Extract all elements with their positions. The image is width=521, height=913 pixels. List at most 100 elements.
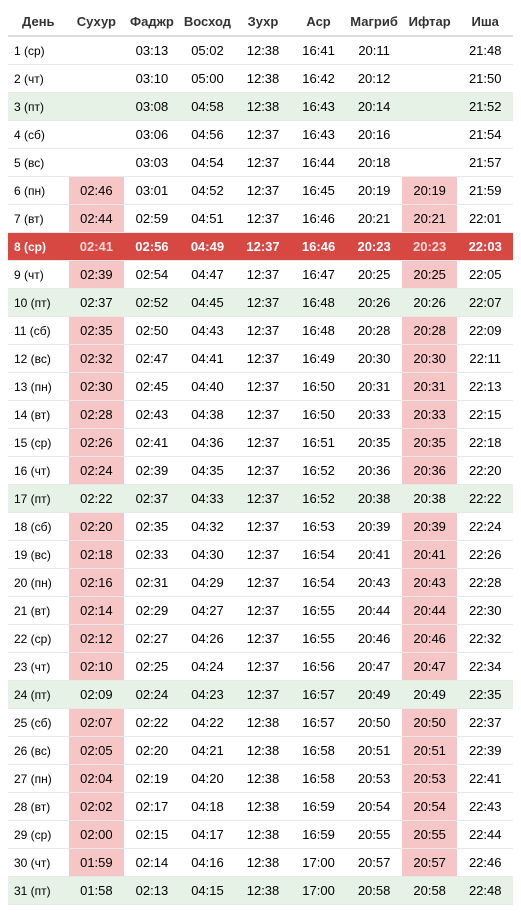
cell-day: 20 (пн) [8, 569, 69, 597]
cell-maghrib: 20:39 [346, 513, 402, 541]
cell-dhuhr: 12:37 [235, 569, 291, 597]
header-row: День Сухур Фаджр Восход Зухр Аср Магриб … [8, 8, 513, 36]
cell-dhuhr: 12:37 [235, 429, 291, 457]
cell-suhur [69, 149, 125, 177]
cell-fajr: 02:27 [124, 625, 180, 653]
cell-sunrise: 04:49 [180, 233, 236, 261]
cell-fajr: 02:20 [124, 737, 180, 765]
cell-maghrib: 20:55 [346, 821, 402, 849]
cell-day: 15 (ср) [8, 429, 69, 457]
cell-iftar: 20:49 [402, 681, 458, 709]
cell-iftar: 20:55 [402, 821, 458, 849]
cell-isha: 22:41 [457, 765, 513, 793]
cell-asr: 16:42 [291, 65, 347, 93]
cell-sunrise: 04:45 [180, 289, 236, 317]
cell-maghrib: 20:58 [346, 877, 402, 905]
table-row: 23 (чт)02:1002:2504:2412:3716:5620:4720:… [8, 653, 513, 681]
cell-fajr: 02:31 [124, 569, 180, 597]
cell-dhuhr: 12:38 [235, 93, 291, 121]
cell-iftar: 20:35 [402, 429, 458, 457]
cell-iftar [402, 149, 458, 177]
cell-dhuhr: 12:37 [235, 401, 291, 429]
cell-day: 23 (чт) [8, 653, 69, 681]
cell-asr: 16:58 [291, 765, 347, 793]
cell-sunrise: 04:24 [180, 653, 236, 681]
cell-maghrib: 20:38 [346, 485, 402, 513]
table-row: 26 (вс)02:0502:2004:2112:3816:5820:5120:… [8, 737, 513, 765]
table-row: 8 (ср)02:4102:5604:4912:3716:4620:2320:2… [8, 233, 513, 261]
table-row: 25 (сб)02:0702:2204:2212:3816:5720:5020:… [8, 709, 513, 737]
table-row: 7 (вт)02:4402:5904:5112:3716:4620:2120:2… [8, 205, 513, 233]
table-row: 4 (сб)03:0604:5612:3716:4320:1621:54 [8, 121, 513, 149]
cell-maghrib: 20:26 [346, 289, 402, 317]
cell-isha: 22:48 [457, 877, 513, 905]
col-iftar: Ифтар [402, 8, 458, 36]
cell-isha: 22:13 [457, 373, 513, 401]
cell-iftar: 20:36 [402, 457, 458, 485]
cell-iftar: 20:43 [402, 569, 458, 597]
cell-asr: 16:55 [291, 625, 347, 653]
col-asr: Аср [291, 8, 347, 36]
cell-day: 6 (пн) [8, 177, 69, 205]
cell-sunrise: 04:21 [180, 737, 236, 765]
cell-isha: 22:22 [457, 485, 513, 513]
cell-iftar: 20:39 [402, 513, 458, 541]
cell-asr: 16:57 [291, 709, 347, 737]
cell-sunrise: 04:23 [180, 681, 236, 709]
cell-asr: 16:54 [291, 569, 347, 597]
cell-fajr: 02:39 [124, 457, 180, 485]
col-sunrise: Восход [180, 8, 236, 36]
cell-dhuhr: 12:37 [235, 345, 291, 373]
cell-day: 29 (ср) [8, 821, 69, 849]
cell-sunrise: 04:26 [180, 625, 236, 653]
table-row: 13 (пн)02:3002:4504:4012:3716:5020:3120:… [8, 373, 513, 401]
cell-suhur: 02:39 [69, 261, 125, 289]
cell-isha: 22:11 [457, 345, 513, 373]
col-day: День [8, 8, 69, 36]
cell-asr: 17:00 [291, 877, 347, 905]
cell-maghrib: 20:21 [346, 205, 402, 233]
cell-dhuhr: 12:37 [235, 597, 291, 625]
cell-fajr: 02:15 [124, 821, 180, 849]
table-row: 9 (чт)02:3902:5404:4712:3716:4720:2520:2… [8, 261, 513, 289]
cell-isha: 21:50 [457, 65, 513, 93]
cell-day: 4 (сб) [8, 121, 69, 149]
table-row: 27 (пн)02:0402:1904:2012:3816:5820:5320:… [8, 765, 513, 793]
cell-isha: 22:07 [457, 289, 513, 317]
cell-sunrise: 04:40 [180, 373, 236, 401]
cell-maghrib: 20:44 [346, 597, 402, 625]
cell-suhur: 02:46 [69, 177, 125, 205]
cell-maghrib: 20:28 [346, 317, 402, 345]
cell-iftar: 20:19 [402, 177, 458, 205]
cell-day: 31 (пт) [8, 877, 69, 905]
cell-asr: 16:55 [291, 597, 347, 625]
cell-isha: 22:43 [457, 793, 513, 821]
cell-sunrise: 04:36 [180, 429, 236, 457]
cell-fajr: 02:56 [124, 233, 180, 261]
cell-suhur: 02:04 [69, 765, 125, 793]
table-row: 3 (пт)03:0804:5812:3816:4320:1421:52 [8, 93, 513, 121]
cell-sunrise: 04:41 [180, 345, 236, 373]
cell-suhur [69, 121, 125, 149]
cell-maghrib: 20:41 [346, 541, 402, 569]
cell-isha: 21:59 [457, 177, 513, 205]
cell-asr: 16:49 [291, 345, 347, 373]
table-row: 14 (вт)02:2802:4304:3812:3716:5020:3320:… [8, 401, 513, 429]
cell-fajr: 03:13 [124, 36, 180, 65]
cell-isha: 22:24 [457, 513, 513, 541]
cell-fajr: 02:47 [124, 345, 180, 373]
col-dhuhr: Зухр [235, 8, 291, 36]
table-body: 1 (ср)03:1305:0212:3816:4120:1121:482 (ч… [8, 36, 513, 905]
cell-suhur: 02:24 [69, 457, 125, 485]
cell-day: 12 (вс) [8, 345, 69, 373]
cell-isha: 22:37 [457, 709, 513, 737]
cell-day: 5 (вс) [8, 149, 69, 177]
cell-suhur: 02:28 [69, 401, 125, 429]
cell-suhur: 02:32 [69, 345, 125, 373]
cell-fajr: 02:35 [124, 513, 180, 541]
cell-asr: 16:52 [291, 457, 347, 485]
cell-sunrise: 04:15 [180, 877, 236, 905]
cell-maghrib: 20:30 [346, 345, 402, 373]
table-row: 31 (пт)01:5802:1304:1512:3817:0020:5820:… [8, 877, 513, 905]
cell-dhuhr: 12:38 [235, 821, 291, 849]
